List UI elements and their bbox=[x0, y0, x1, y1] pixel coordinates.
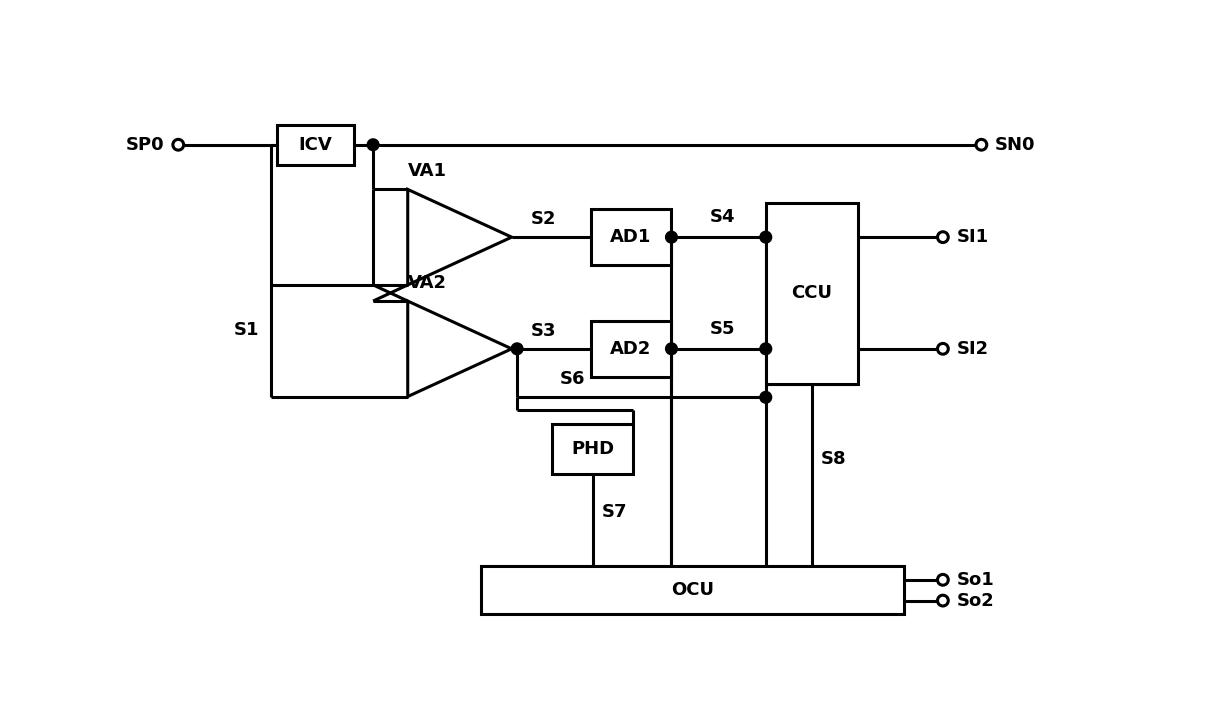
Text: SI2: SI2 bbox=[957, 340, 989, 358]
Text: S1: S1 bbox=[234, 320, 259, 339]
FancyBboxPatch shape bbox=[590, 321, 671, 376]
Text: PHD: PHD bbox=[571, 440, 615, 458]
Text: SP0: SP0 bbox=[125, 136, 164, 154]
Circle shape bbox=[760, 344, 771, 354]
Circle shape bbox=[368, 140, 378, 150]
FancyBboxPatch shape bbox=[277, 125, 354, 165]
Text: VA1: VA1 bbox=[407, 162, 447, 181]
FancyBboxPatch shape bbox=[552, 424, 633, 474]
Text: ICV: ICV bbox=[299, 136, 333, 154]
Circle shape bbox=[666, 232, 676, 242]
Circle shape bbox=[666, 344, 676, 354]
Text: SI1: SI1 bbox=[957, 228, 989, 247]
Text: So1: So1 bbox=[957, 571, 994, 589]
Text: So2: So2 bbox=[957, 592, 994, 610]
Text: VA2: VA2 bbox=[407, 274, 447, 292]
Circle shape bbox=[512, 344, 522, 354]
FancyBboxPatch shape bbox=[481, 566, 905, 613]
FancyBboxPatch shape bbox=[590, 210, 671, 265]
Text: AD2: AD2 bbox=[611, 340, 652, 358]
Text: S6: S6 bbox=[559, 370, 584, 388]
Text: S8: S8 bbox=[822, 450, 847, 468]
Text: S5: S5 bbox=[710, 320, 735, 338]
Text: OCU: OCU bbox=[671, 581, 715, 599]
Text: S7: S7 bbox=[601, 503, 628, 521]
Text: CCU: CCU bbox=[792, 284, 833, 302]
Text: S3: S3 bbox=[531, 322, 557, 339]
FancyBboxPatch shape bbox=[766, 203, 858, 384]
Text: S2: S2 bbox=[531, 210, 557, 228]
Text: AD1: AD1 bbox=[611, 228, 652, 247]
Circle shape bbox=[760, 392, 771, 402]
Circle shape bbox=[760, 232, 771, 242]
Text: S4: S4 bbox=[710, 208, 735, 226]
Text: SN0: SN0 bbox=[995, 136, 1036, 154]
